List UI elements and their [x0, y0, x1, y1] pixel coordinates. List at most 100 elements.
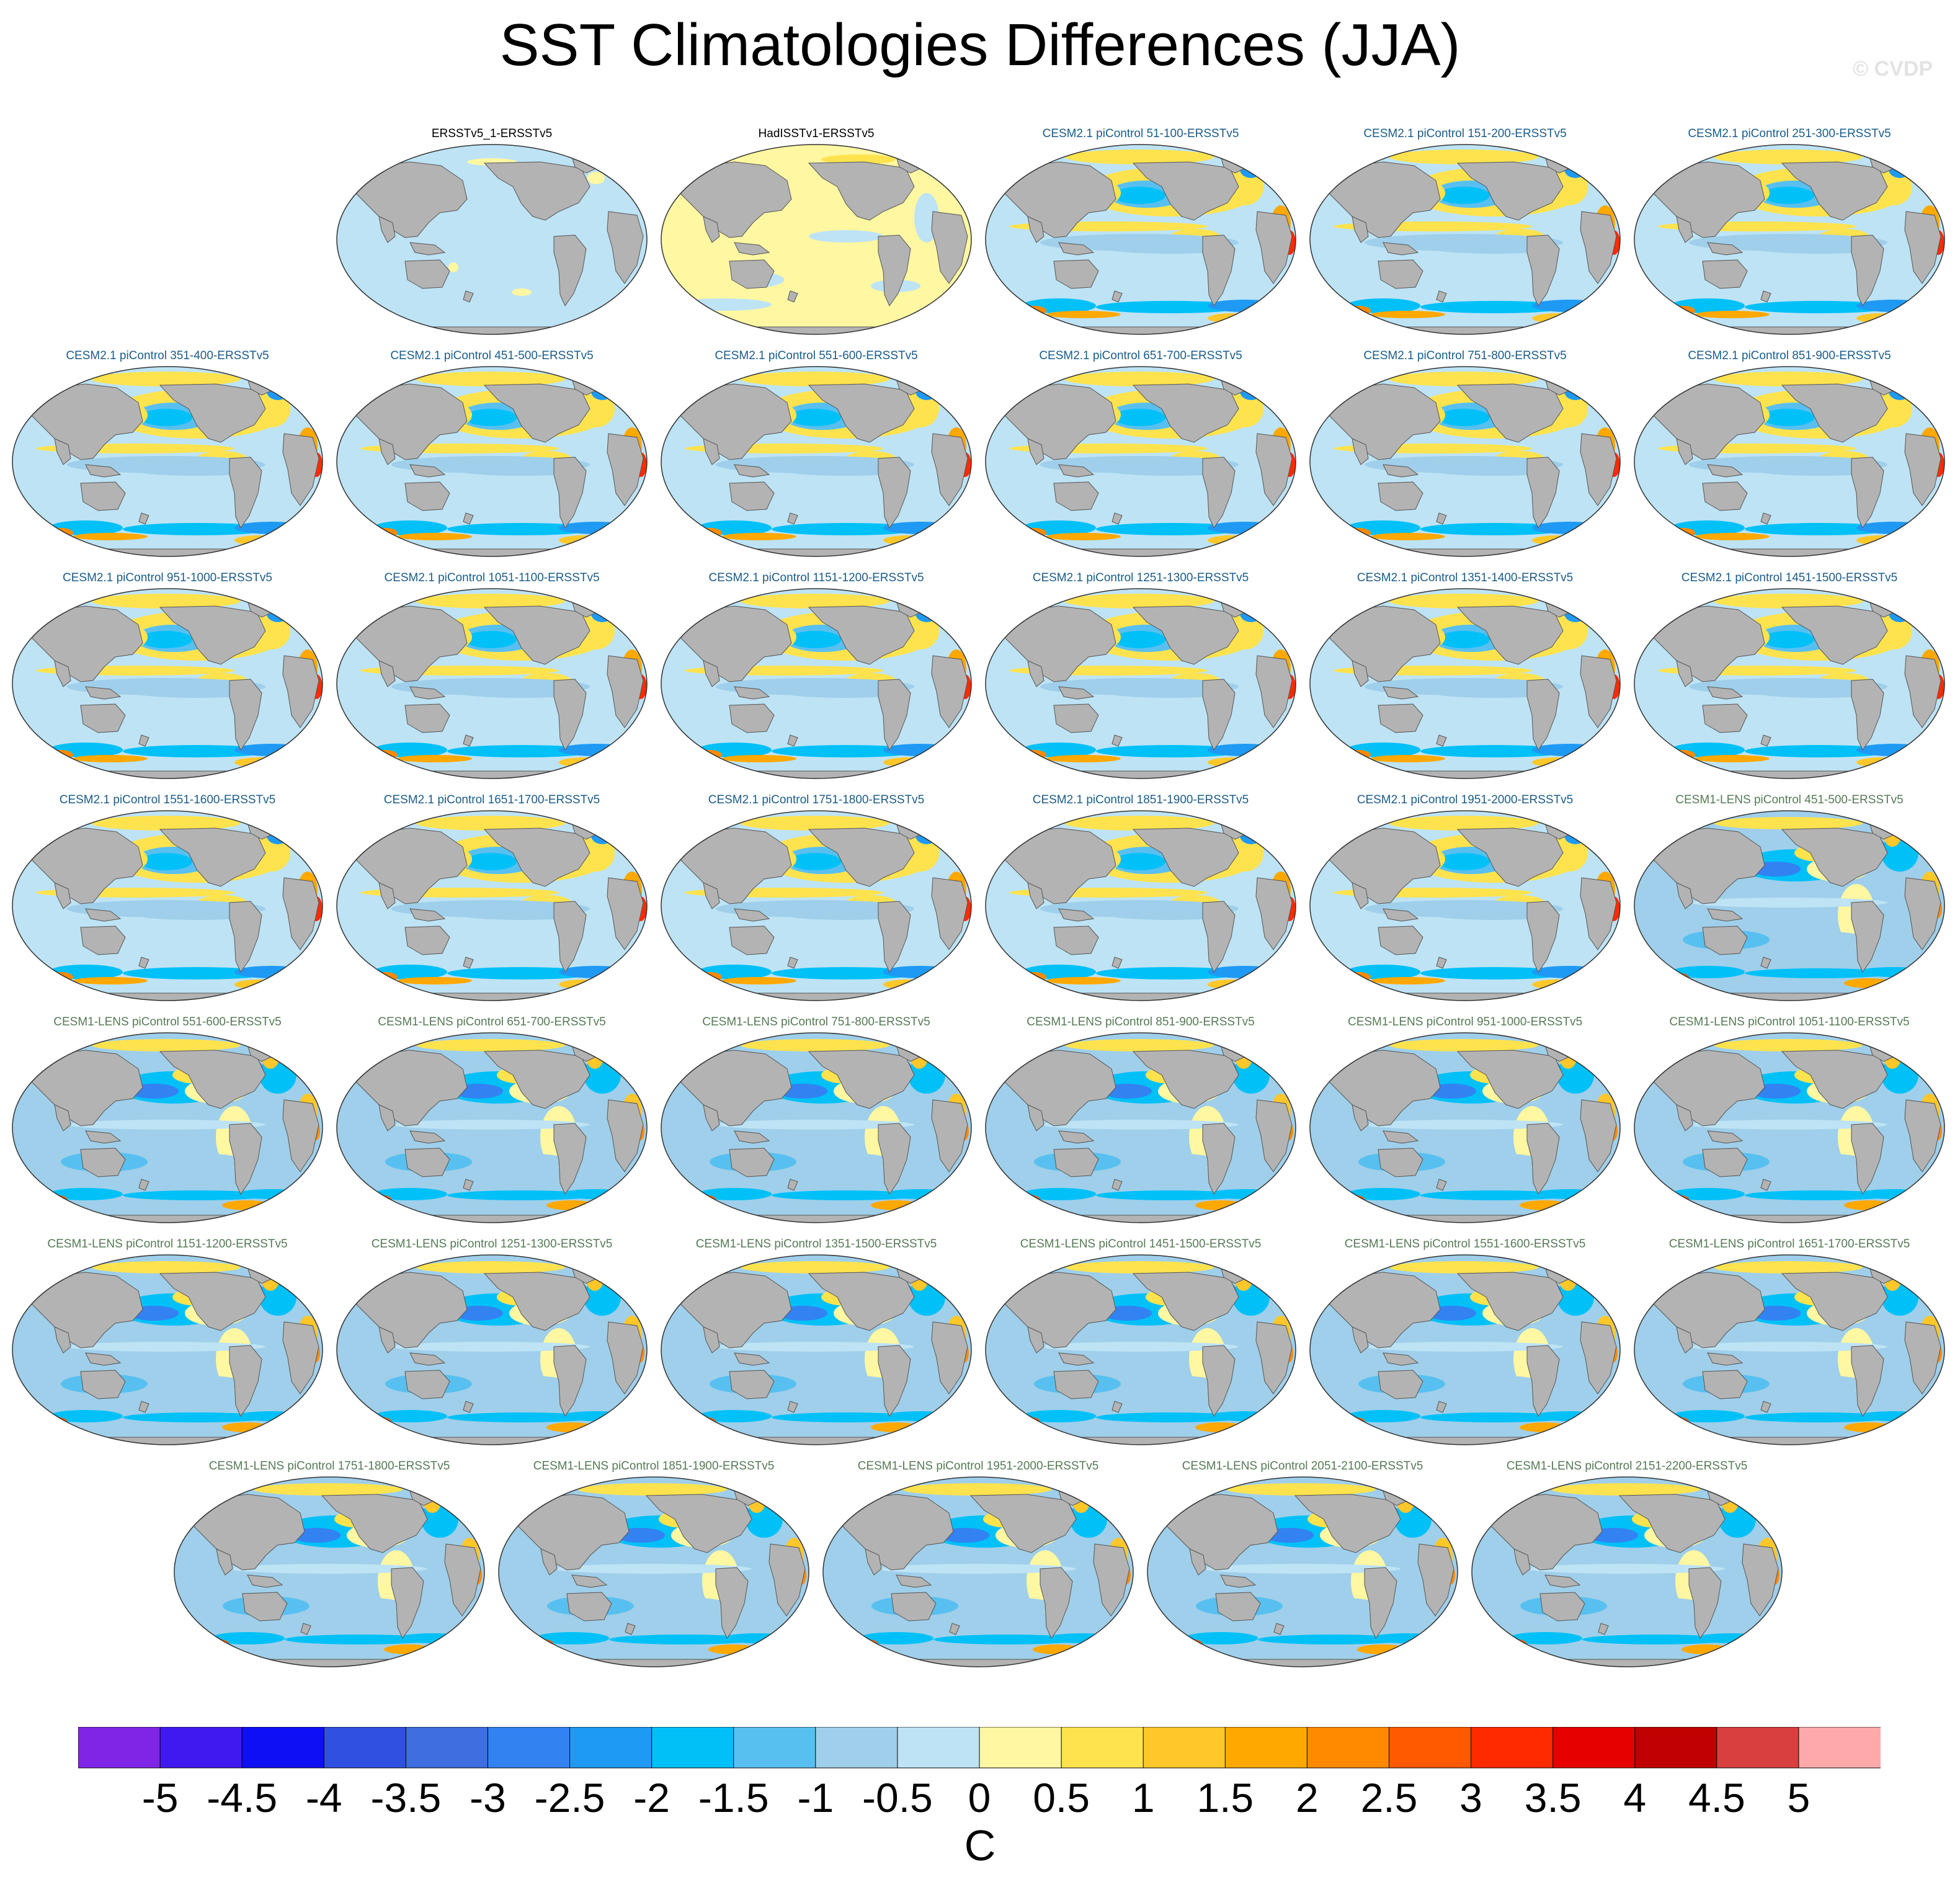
sst-anomaly-region — [1714, 149, 1863, 164]
land-indonesia — [1383, 464, 1419, 478]
sst-anomaly-region — [1433, 910, 1557, 920]
land-india — [1189, 1548, 1206, 1576]
map-outline — [985, 1032, 1296, 1223]
sst-anomaly-region — [1445, 1375, 1544, 1393]
sst-anomaly-region — [1389, 816, 1538, 831]
sst-difference-map — [1309, 1254, 1621, 1445]
land-nz — [463, 957, 474, 969]
sst-anomaly-region — [1670, 750, 1695, 760]
sst-anomaly-region — [796, 1375, 896, 1393]
land-nz — [1436, 512, 1447, 525]
land-australia — [80, 703, 126, 733]
colorbar-swatch — [1306, 1727, 1390, 1769]
sst-anomaly-region — [1582, 1635, 1731, 1644]
sst-anomaly-region — [1420, 523, 1569, 535]
colorbar-swatch — [241, 1727, 325, 1769]
land-africa — [1255, 877, 1293, 950]
sst-anomaly-region — [1762, 187, 1814, 204]
map-outline — [336, 1254, 648, 1445]
land-antarctica — [385, 1215, 599, 1223]
sst-anomaly-region — [48, 528, 73, 538]
sst-anomaly-region — [1096, 1190, 1245, 1200]
map-panel: CESM2.1 piControl 251-300-ERSSTv5 — [1628, 127, 1951, 344]
sst-anomaly-region — [416, 372, 565, 386]
colorbar-swatch — [1634, 1727, 1717, 1769]
sst-anomaly-region — [1327, 700, 1538, 723]
colorbar — [78, 1727, 1881, 1769]
sst-anomaly-region — [30, 700, 241, 723]
land-namerica — [483, 1050, 590, 1109]
land-india — [54, 660, 71, 687]
map-panel: CESM2.1 piControl 751-800-ERSSTv5 — [1304, 349, 1626, 566]
land-indonesia — [409, 464, 446, 478]
map-panel: CESM1-LENS piControl 1551-1600-ERSSTv5 — [1304, 1238, 1626, 1455]
land-africa — [1255, 655, 1293, 728]
land-africa — [1255, 1321, 1293, 1394]
sst-anomaly-region — [1108, 466, 1232, 476]
map-panel: HadISSTv1-ERSSTv5 — [655, 127, 978, 344]
sst-anomaly-region — [1327, 256, 1538, 279]
land-india — [378, 1104, 396, 1131]
map-panel: CESM1-LENS piControl 851-900-ERSSTv5 — [979, 1015, 1302, 1233]
land-africa — [1742, 1543, 1779, 1617]
land-antarctica — [709, 548, 924, 556]
sst-anomaly-region — [1022, 750, 1046, 760]
land-samerica — [1202, 234, 1236, 307]
land-namerica — [159, 383, 266, 443]
colorbar-tick-label: 5 — [1787, 1775, 1811, 1821]
land-indonesia — [85, 686, 122, 700]
map-panel: CESM1-LENS piControl 1251-1300-ERSSTv5 — [331, 1238, 653, 1455]
sst-anomaly-region — [465, 409, 517, 426]
land-samerica — [1526, 901, 1560, 973]
map-panel: CESM1-LENS piControl 1151-1200-ERSSTv5 — [6, 1238, 329, 1455]
colorbar-unit: C — [964, 1821, 996, 1870]
sst-anomaly-region — [1856, 757, 1906, 767]
sst-anomaly-region — [587, 172, 605, 184]
sst-difference-map — [1634, 1254, 1945, 1445]
land-antarctica — [1682, 548, 1897, 556]
sst-anomaly-region — [447, 523, 596, 535]
land-indonesia — [409, 1352, 446, 1366]
sst-anomaly-region — [1327, 1416, 1365, 1426]
land-namerica — [1781, 605, 1888, 665]
panel-title: CESM2.1 piControl 1951-2000-ERSSTv5 — [1356, 793, 1574, 806]
land-indonesia — [734, 464, 770, 478]
sst-difference-map — [985, 588, 1296, 779]
land-nz — [949, 1623, 960, 1635]
map-panel: CESM2.1 piControl 1551-1600-ERSSTv5 — [6, 793, 329, 1010]
land-africa — [931, 1099, 968, 1172]
sst-anomaly-region — [789, 853, 841, 870]
sst-anomaly-region — [679, 478, 889, 501]
sst-anomaly-region — [1762, 631, 1814, 648]
sst-anomaly-region — [1695, 533, 1770, 540]
sst-anomaly-region — [535, 1632, 609, 1644]
sst-anomaly-region — [140, 853, 192, 870]
sst-anomaly-region — [559, 757, 608, 767]
land-samerica — [878, 679, 911, 751]
land-nz — [138, 957, 149, 969]
colorbar-swatch — [78, 1727, 161, 1769]
land-nz — [1111, 957, 1123, 969]
map-outline — [1634, 1254, 1945, 1445]
land-nz — [1111, 1179, 1123, 1191]
land-antarctica — [1033, 1215, 1248, 1223]
sst-anomaly-region — [1227, 1483, 1376, 1496]
land-india — [703, 438, 720, 465]
sst-anomaly-region — [741, 594, 889, 609]
land-namerica — [483, 161, 590, 221]
map-panel: CESM2.1 piControl 1651-1700-ERSSTv5 — [331, 793, 653, 1010]
land-namerica — [483, 605, 590, 665]
sst-anomaly-region — [1745, 745, 1894, 757]
map-outline — [822, 1476, 1134, 1667]
sst-anomaly-region — [1433, 688, 1557, 698]
sst-anomaly-region — [1046, 977, 1121, 984]
sst-anomaly-region — [697, 750, 722, 760]
land-samerica — [1526, 1345, 1560, 1417]
land-antarctica — [1033, 993, 1248, 1001]
land-africa — [768, 1543, 806, 1617]
map-panel: CESM2.1 piControl 951-1000-ERSSTv5 — [6, 571, 329, 788]
sst-difference-map — [1147, 1476, 1458, 1667]
sst-anomaly-region — [1770, 1153, 1869, 1171]
sst-anomaly-region — [1745, 1190, 1894, 1200]
map-outline — [1634, 588, 1945, 779]
